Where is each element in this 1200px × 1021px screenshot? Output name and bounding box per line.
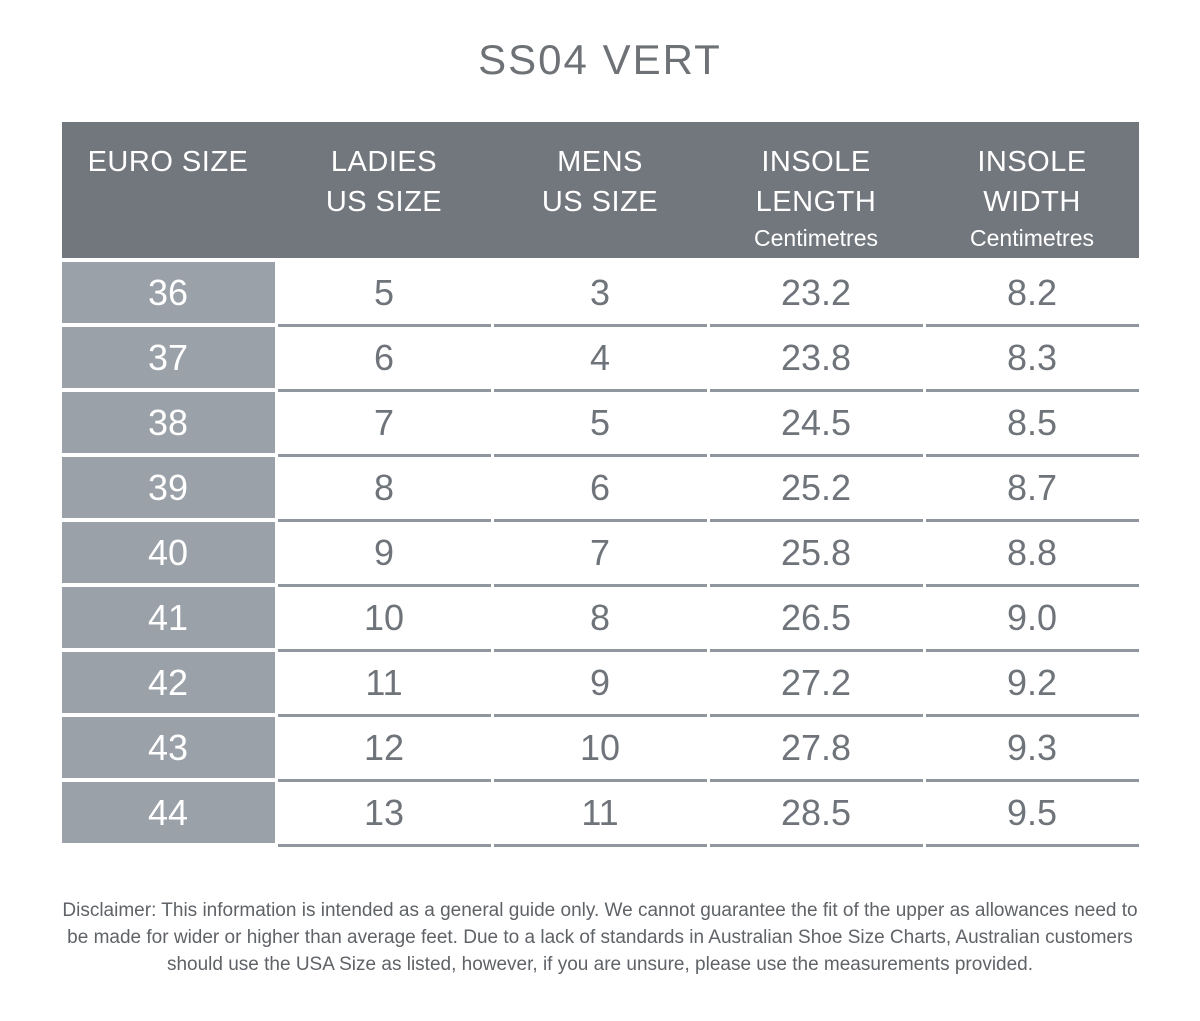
header-cell-ladies-us-size: LADIES US SIZE	[278, 142, 491, 258]
header-label: EURO SIZE	[87, 146, 249, 178]
header-unit-label: Centimetres	[754, 225, 878, 251]
ladies-us-size-cell: 13	[277, 782, 491, 847]
header-label: LADIES	[330, 146, 438, 178]
mens-us-size-cell: 8	[493, 587, 707, 652]
ladies-us-size-cell: 10	[277, 587, 491, 652]
header-label: INSOLE	[977, 146, 1087, 178]
insole-length-cell: 24.5	[709, 392, 923, 457]
header-label-line2: WIDTH	[983, 186, 1081, 218]
insole-width-cell: 9.3	[925, 717, 1139, 782]
header-label: INSOLE	[761, 146, 871, 178]
mens-us-size-cell: 10	[493, 717, 707, 782]
table-row: 43 12 10 27.8 9.3	[61, 717, 1139, 782]
table-row: 38 7 5 24.5 8.5	[61, 392, 1139, 457]
table-header-row: EURO SIZE LADIES US SIZE MENS US SIZE IN…	[61, 122, 1139, 258]
table-row: 41 10 8 26.5 9.0	[61, 587, 1139, 652]
header-label: MENS	[557, 146, 643, 178]
disclaimer-text: Disclaimer: This information is intended…	[62, 900, 1138, 975]
insole-length-cell: 23.2	[709, 262, 923, 327]
table-body: 36 5 3 23.2 8.2 37 6 4 23.8 8.3 38 7 5 2…	[61, 262, 1139, 847]
euro-size-cell: 42	[61, 652, 275, 717]
table-row: 44 13 11 28.5 9.5	[61, 782, 1139, 847]
mens-us-size-cell: 11	[493, 782, 707, 847]
header-label-line2: US SIZE	[541, 186, 659, 218]
euro-size-cell: 40	[61, 522, 275, 587]
ladies-us-size-cell: 12	[277, 717, 491, 782]
mens-us-size-cell: 9	[493, 652, 707, 717]
insole-length-cell: 27.2	[709, 652, 923, 717]
mens-us-size-cell: 3	[493, 262, 707, 327]
ladies-us-size-cell: 6	[277, 327, 491, 392]
insole-width-cell: 8.5	[925, 392, 1139, 457]
page-title: SS04 VERT	[478, 36, 722, 83]
mens-us-size-cell: 7	[493, 522, 707, 587]
header-cell-mens-us-size: MENS US SIZE	[494, 142, 707, 258]
euro-size-cell: 36	[61, 262, 275, 327]
insole-width-cell: 9.0	[925, 587, 1139, 652]
insole-length-cell: 27.8	[709, 717, 923, 782]
header-cell-insole-length: INSOLE LENGTH Centimetres	[710, 142, 923, 258]
ladies-us-size-cell: 5	[277, 262, 491, 327]
ladies-us-size-cell: 8	[277, 457, 491, 522]
euro-size-cell: 39	[61, 457, 275, 522]
insole-width-cell: 8.8	[925, 522, 1139, 587]
table-row: 40 9 7 25.8 8.8	[61, 522, 1139, 587]
size-table: EURO SIZE LADIES US SIZE MENS US SIZE IN…	[61, 122, 1139, 847]
ladies-us-size-cell: 11	[277, 652, 491, 717]
euro-size-cell: 44	[61, 782, 275, 847]
insole-width-cell: 8.2	[925, 262, 1139, 327]
header-label-line2: LENGTH	[755, 186, 877, 218]
euro-size-cell: 43	[61, 717, 275, 782]
table-row: 39 8 6 25.2 8.7	[61, 457, 1139, 522]
mens-us-size-cell: 6	[493, 457, 707, 522]
insole-width-cell: 9.2	[925, 652, 1139, 717]
header-unit-label: Centimetres	[970, 225, 1094, 251]
euro-size-cell: 37	[61, 327, 275, 392]
mens-us-size-cell: 4	[493, 327, 707, 392]
insole-width-cell: 8.3	[925, 327, 1139, 392]
insole-length-cell: 26.5	[709, 587, 923, 652]
euro-size-cell: 38	[61, 392, 275, 457]
insole-length-cell: 23.8	[709, 327, 923, 392]
header-cell-euro-size: EURO SIZE	[62, 142, 275, 258]
table-row: 37 6 4 23.8 8.3	[61, 327, 1139, 392]
table-row: 42 11 9 27.2 9.2	[61, 652, 1139, 717]
ladies-us-size-cell: 9	[277, 522, 491, 587]
euro-size-cell: 41	[61, 587, 275, 652]
insole-width-cell: 8.7	[925, 457, 1139, 522]
insole-length-cell: 28.5	[709, 782, 923, 847]
header-cell-insole-width: INSOLE WIDTH Centimetres	[926, 142, 1139, 258]
header-label-line2	[62, 182, 275, 222]
table-row: 36 5 3 23.2 8.2	[61, 262, 1139, 327]
insole-length-cell: 25.2	[709, 457, 923, 522]
header-label-line2: US SIZE	[325, 186, 443, 218]
ladies-us-size-cell: 7	[277, 392, 491, 457]
insole-width-cell: 9.5	[925, 782, 1139, 847]
mens-us-size-cell: 5	[493, 392, 707, 457]
insole-length-cell: 25.8	[709, 522, 923, 587]
